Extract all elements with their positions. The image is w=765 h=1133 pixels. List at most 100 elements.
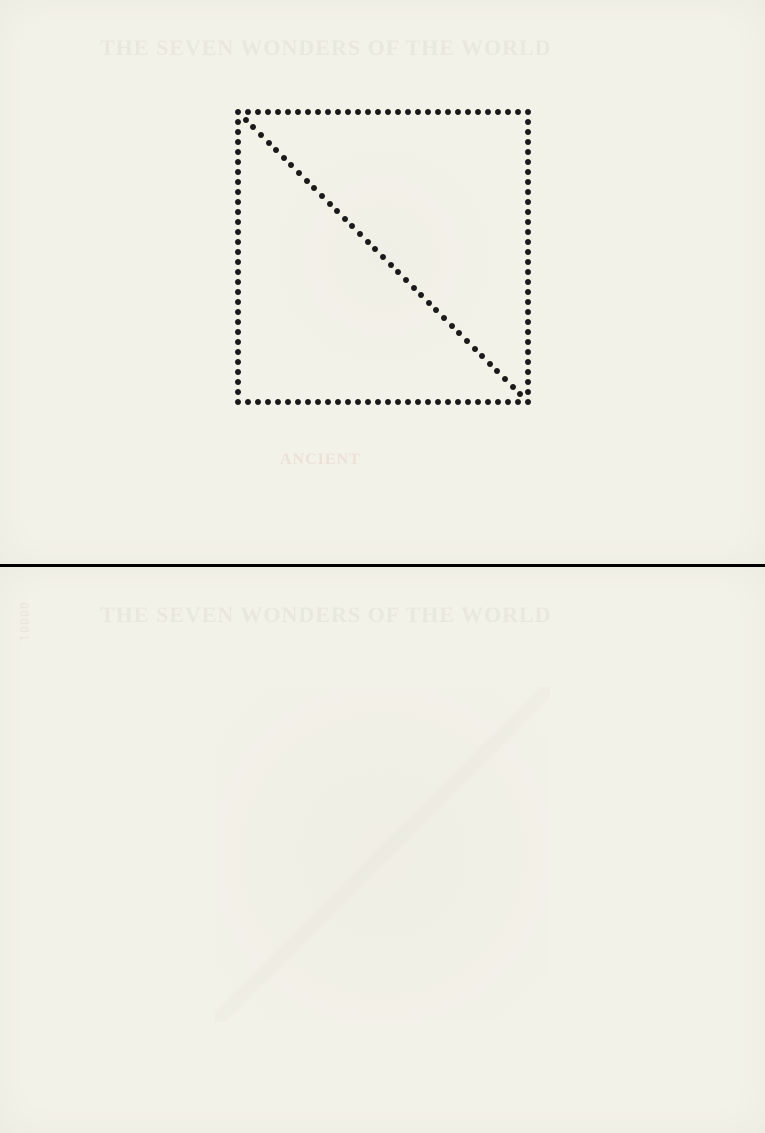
perforation-dot: [295, 109, 301, 115]
perforation-dot: [235, 259, 241, 265]
perforation-dot: [235, 319, 241, 325]
perforation-dot: [327, 201, 333, 207]
perforation-dot: [525, 259, 531, 265]
perforation-dot: [525, 219, 531, 225]
watermark-serial: 00001: [15, 602, 31, 642]
perforation-dot: [525, 119, 531, 125]
perforation-dot: [235, 329, 241, 335]
perforation-dot: [235, 109, 241, 115]
perforation-dot: [288, 162, 294, 168]
perforation-dot: [425, 109, 431, 115]
watermark-title-bottom: THE SEVEN WONDERS OF THE WORLD: [100, 602, 552, 628]
perforation-dot: [375, 109, 381, 115]
perforation-dot: [235, 359, 241, 365]
perforation-dot: [349, 223, 355, 229]
perforation-dot: [441, 315, 447, 321]
perforation-dot: [235, 369, 241, 375]
perforation-dot: [235, 269, 241, 275]
perforation-dot: [411, 285, 417, 291]
perforation-dot: [304, 178, 310, 184]
perforation-dot: [510, 384, 516, 390]
perforation-dot: [305, 109, 311, 115]
perforation-dot: [245, 109, 251, 115]
perforation-dot: [235, 179, 241, 185]
perforation-dot: [405, 399, 411, 405]
perforation-dot: [235, 289, 241, 295]
perforation-dot: [235, 229, 241, 235]
perforation-dot: [525, 159, 531, 165]
perforation-dot: [525, 299, 531, 305]
perforation-dot: [445, 399, 451, 405]
perforation-square: [238, 112, 528, 402]
perforation-dot: [502, 376, 508, 382]
perforation-dot: [456, 330, 462, 336]
perforation-dot: [235, 219, 241, 225]
perforation-dot: [335, 109, 341, 115]
perforation-dot: [235, 239, 241, 245]
perforation-dot: [325, 399, 331, 405]
perforation-dot: [525, 319, 531, 325]
perforation-dot: [505, 109, 511, 115]
perforation-dot: [235, 379, 241, 385]
perforation-dot: [525, 269, 531, 275]
stamp-sheet-bottom: 00001 THE SEVEN WONDERS OF THE WORLD: [0, 567, 765, 1133]
perforation-dot: [281, 155, 287, 161]
perforation-dot: [365, 109, 371, 115]
perforation-dot: [525, 399, 531, 405]
perforation-dot: [525, 379, 531, 385]
perforation-dot: [319, 193, 325, 199]
perforation-dot: [494, 368, 500, 374]
perforation-dot: [425, 399, 431, 405]
perforation-dot: [485, 109, 491, 115]
perforation-dot: [435, 109, 441, 115]
perforation-dot: [495, 109, 501, 115]
perforation-dot: [405, 109, 411, 115]
perforation-dot: [525, 199, 531, 205]
perforation-dot: [464, 338, 470, 344]
perforation-dot: [525, 339, 531, 345]
perforation-dot: [325, 109, 331, 115]
perforation-dot: [475, 399, 481, 405]
perforation-dot: [235, 399, 241, 405]
perforation-dot: [235, 299, 241, 305]
perforation-dot: [295, 399, 301, 405]
perforation-dot: [515, 399, 521, 405]
perforation-dot: [235, 119, 241, 125]
perforation-dot: [525, 169, 531, 175]
perforation-dot: [365, 239, 371, 245]
perforation-dot: [525, 129, 531, 135]
perforation-dot: [415, 109, 421, 115]
perforation-dot: [235, 169, 241, 175]
perforation-dot: [472, 346, 478, 352]
perforation-dot: [395, 109, 401, 115]
perforation-dot: [235, 189, 241, 195]
perforation-dot: [235, 159, 241, 165]
perforation-dot: [342, 216, 348, 222]
perforation-dot: [403, 277, 409, 283]
faint-diagonal-impression: [215, 687, 550, 1022]
perforation-dot: [345, 109, 351, 115]
perforation-dot: [465, 399, 471, 405]
perforation-dot: [311, 185, 317, 191]
perforation-dot: [385, 109, 391, 115]
perforation-dot: [235, 249, 241, 255]
perforation-dot: [485, 399, 491, 405]
perforation-dot: [266, 140, 272, 146]
perforation-dot: [235, 339, 241, 345]
perforation-dot: [525, 289, 531, 295]
perforation-dot: [525, 179, 531, 185]
perforation-dot: [525, 229, 531, 235]
perforation-dot: [525, 389, 531, 395]
perforation-dot: [296, 170, 302, 176]
perforation-dot: [250, 124, 256, 130]
perforation-dot: [255, 399, 261, 405]
perforation-dot: [525, 239, 531, 245]
perforation-dot: [285, 109, 291, 115]
perforation-dot: [525, 149, 531, 155]
perforation-dot: [235, 309, 241, 315]
watermark-subtitle: ANCIENT: [280, 451, 361, 469]
perforation-dot: [475, 109, 481, 115]
perforation-dot: [525, 249, 531, 255]
perforation-dot: [265, 109, 271, 115]
perforation-dot: [235, 149, 241, 155]
